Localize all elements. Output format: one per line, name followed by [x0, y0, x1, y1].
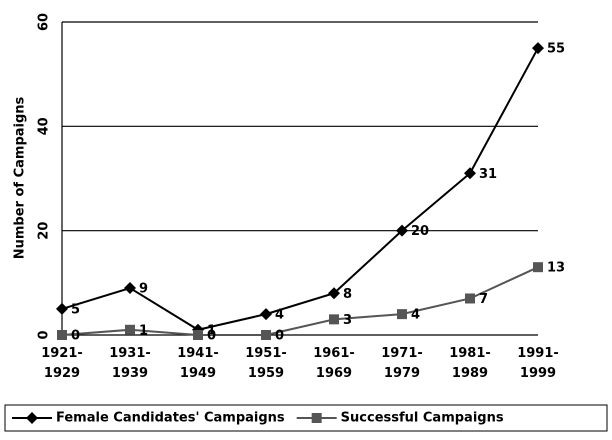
- marker: [533, 262, 543, 273]
- legend-label: Successful Campaigns: [341, 411, 504, 426]
- marker: [260, 308, 272, 321]
- data-label: 7: [479, 292, 488, 307]
- legend-label: Female Candidates' Campaigns: [56, 411, 285, 426]
- x-tick-line: 1949: [180, 366, 216, 381]
- x-tick-line: 1961-: [313, 346, 355, 361]
- x-tick-line: 1941-: [177, 346, 219, 361]
- marker: [465, 293, 475, 304]
- x-tick-line: 1999: [520, 366, 556, 381]
- marker: [397, 309, 407, 320]
- x-tick-line: 1989: [452, 366, 488, 381]
- x-tick-line: 1939: [112, 366, 148, 381]
- marker: [261, 330, 271, 340]
- y-tick-label: 60: [37, 13, 52, 31]
- x-tick-label: 1991- 1999: [517, 346, 559, 381]
- x-tick-line: 1951-: [245, 346, 287, 361]
- marker: [396, 224, 408, 237]
- x-tick-label: 1951- 1959: [245, 346, 287, 381]
- x-tick-line: 1991-: [517, 346, 559, 361]
- x-tick-label: 1931- 1939: [109, 346, 151, 381]
- marker: [125, 324, 135, 335]
- marker: [124, 282, 136, 295]
- marker: [532, 42, 544, 55]
- marker: [193, 330, 203, 340]
- x-tick-label: 1971- 1979: [381, 346, 423, 381]
- data-label: 9: [139, 282, 148, 297]
- x-tick-label: 1961- 1969: [313, 346, 355, 381]
- data-label: 55: [547, 42, 565, 57]
- x-tick-line: 1971-: [381, 346, 423, 361]
- x-tick-label: 1981- 1989: [449, 346, 491, 381]
- y-tick-label: 40: [37, 117, 52, 135]
- marker: [57, 330, 67, 340]
- marker: [56, 302, 68, 315]
- data-label: 0: [71, 329, 80, 344]
- data-label: 1: [139, 323, 148, 338]
- y-axis-label: Number of Campaigns: [13, 96, 28, 259]
- data-label: 4: [411, 308, 420, 323]
- marker: [464, 167, 476, 180]
- x-tick-line: 1929: [44, 366, 80, 381]
- marker: [329, 314, 339, 325]
- marker: [26, 412, 38, 424]
- x-tick-label: 1941- 1949: [177, 346, 219, 381]
- marker: [328, 287, 340, 300]
- data-label: 8: [343, 287, 352, 302]
- x-tick-line: 1979: [384, 366, 420, 381]
- y-tick-label: 20: [37, 222, 52, 240]
- x-tick-label: 1921- 1929: [41, 346, 83, 381]
- x-tick-line: 1959: [248, 366, 284, 381]
- data-label: 0: [207, 329, 216, 344]
- series-line: [61, 266, 539, 336]
- marker: [311, 413, 322, 423]
- y-tick-label: 0: [37, 330, 52, 339]
- data-label: 3: [343, 313, 352, 328]
- data-label: 1: [207, 323, 216, 338]
- x-tick-line: 1931-: [109, 346, 151, 361]
- legend-box: [4, 404, 608, 432]
- x-tick-line: 1969: [316, 366, 352, 381]
- data-label: 20: [411, 224, 429, 239]
- data-label: 31: [479, 167, 497, 182]
- data-label: 4: [275, 308, 284, 323]
- data-label: 5: [71, 302, 80, 317]
- data-label: 13: [547, 261, 565, 276]
- series-line: [61, 47, 539, 331]
- x-tick-line: 1921-: [41, 346, 83, 361]
- x-tick-line: 1981-: [449, 346, 491, 361]
- data-label: 0: [275, 329, 284, 344]
